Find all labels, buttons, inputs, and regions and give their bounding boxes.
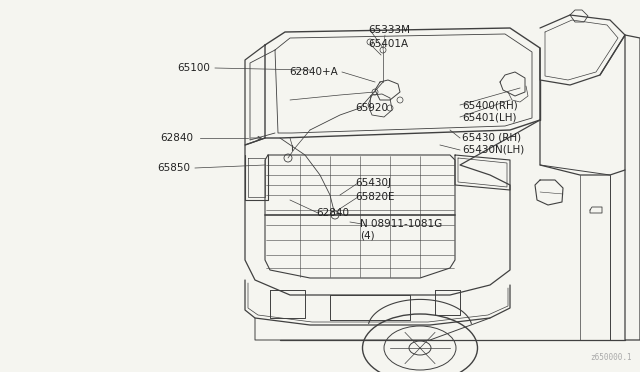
Text: 65820E: 65820E [355,192,394,202]
Text: 65400(RH): 65400(RH) [462,100,518,110]
Text: z650000.1: z650000.1 [590,353,632,362]
Text: 65333M: 65333M [368,25,410,35]
Text: 62840+A: 62840+A [289,67,338,77]
Text: N 08911-1081G: N 08911-1081G [360,219,442,229]
Text: 65100: 65100 [177,63,210,73]
Text: 65430 (RH): 65430 (RH) [462,133,521,143]
Text: 65430N(LH): 65430N(LH) [462,145,524,155]
Text: 65850: 65850 [157,163,190,173]
Text: 62840: 62840 [160,133,193,143]
Text: 65401(LH): 65401(LH) [462,112,516,122]
Text: 65920: 65920 [355,103,388,113]
Text: 65430J: 65430J [355,178,391,188]
Text: 62840: 62840 [316,208,349,218]
Text: (4): (4) [360,230,374,240]
Text: 65401A: 65401A [368,39,408,49]
